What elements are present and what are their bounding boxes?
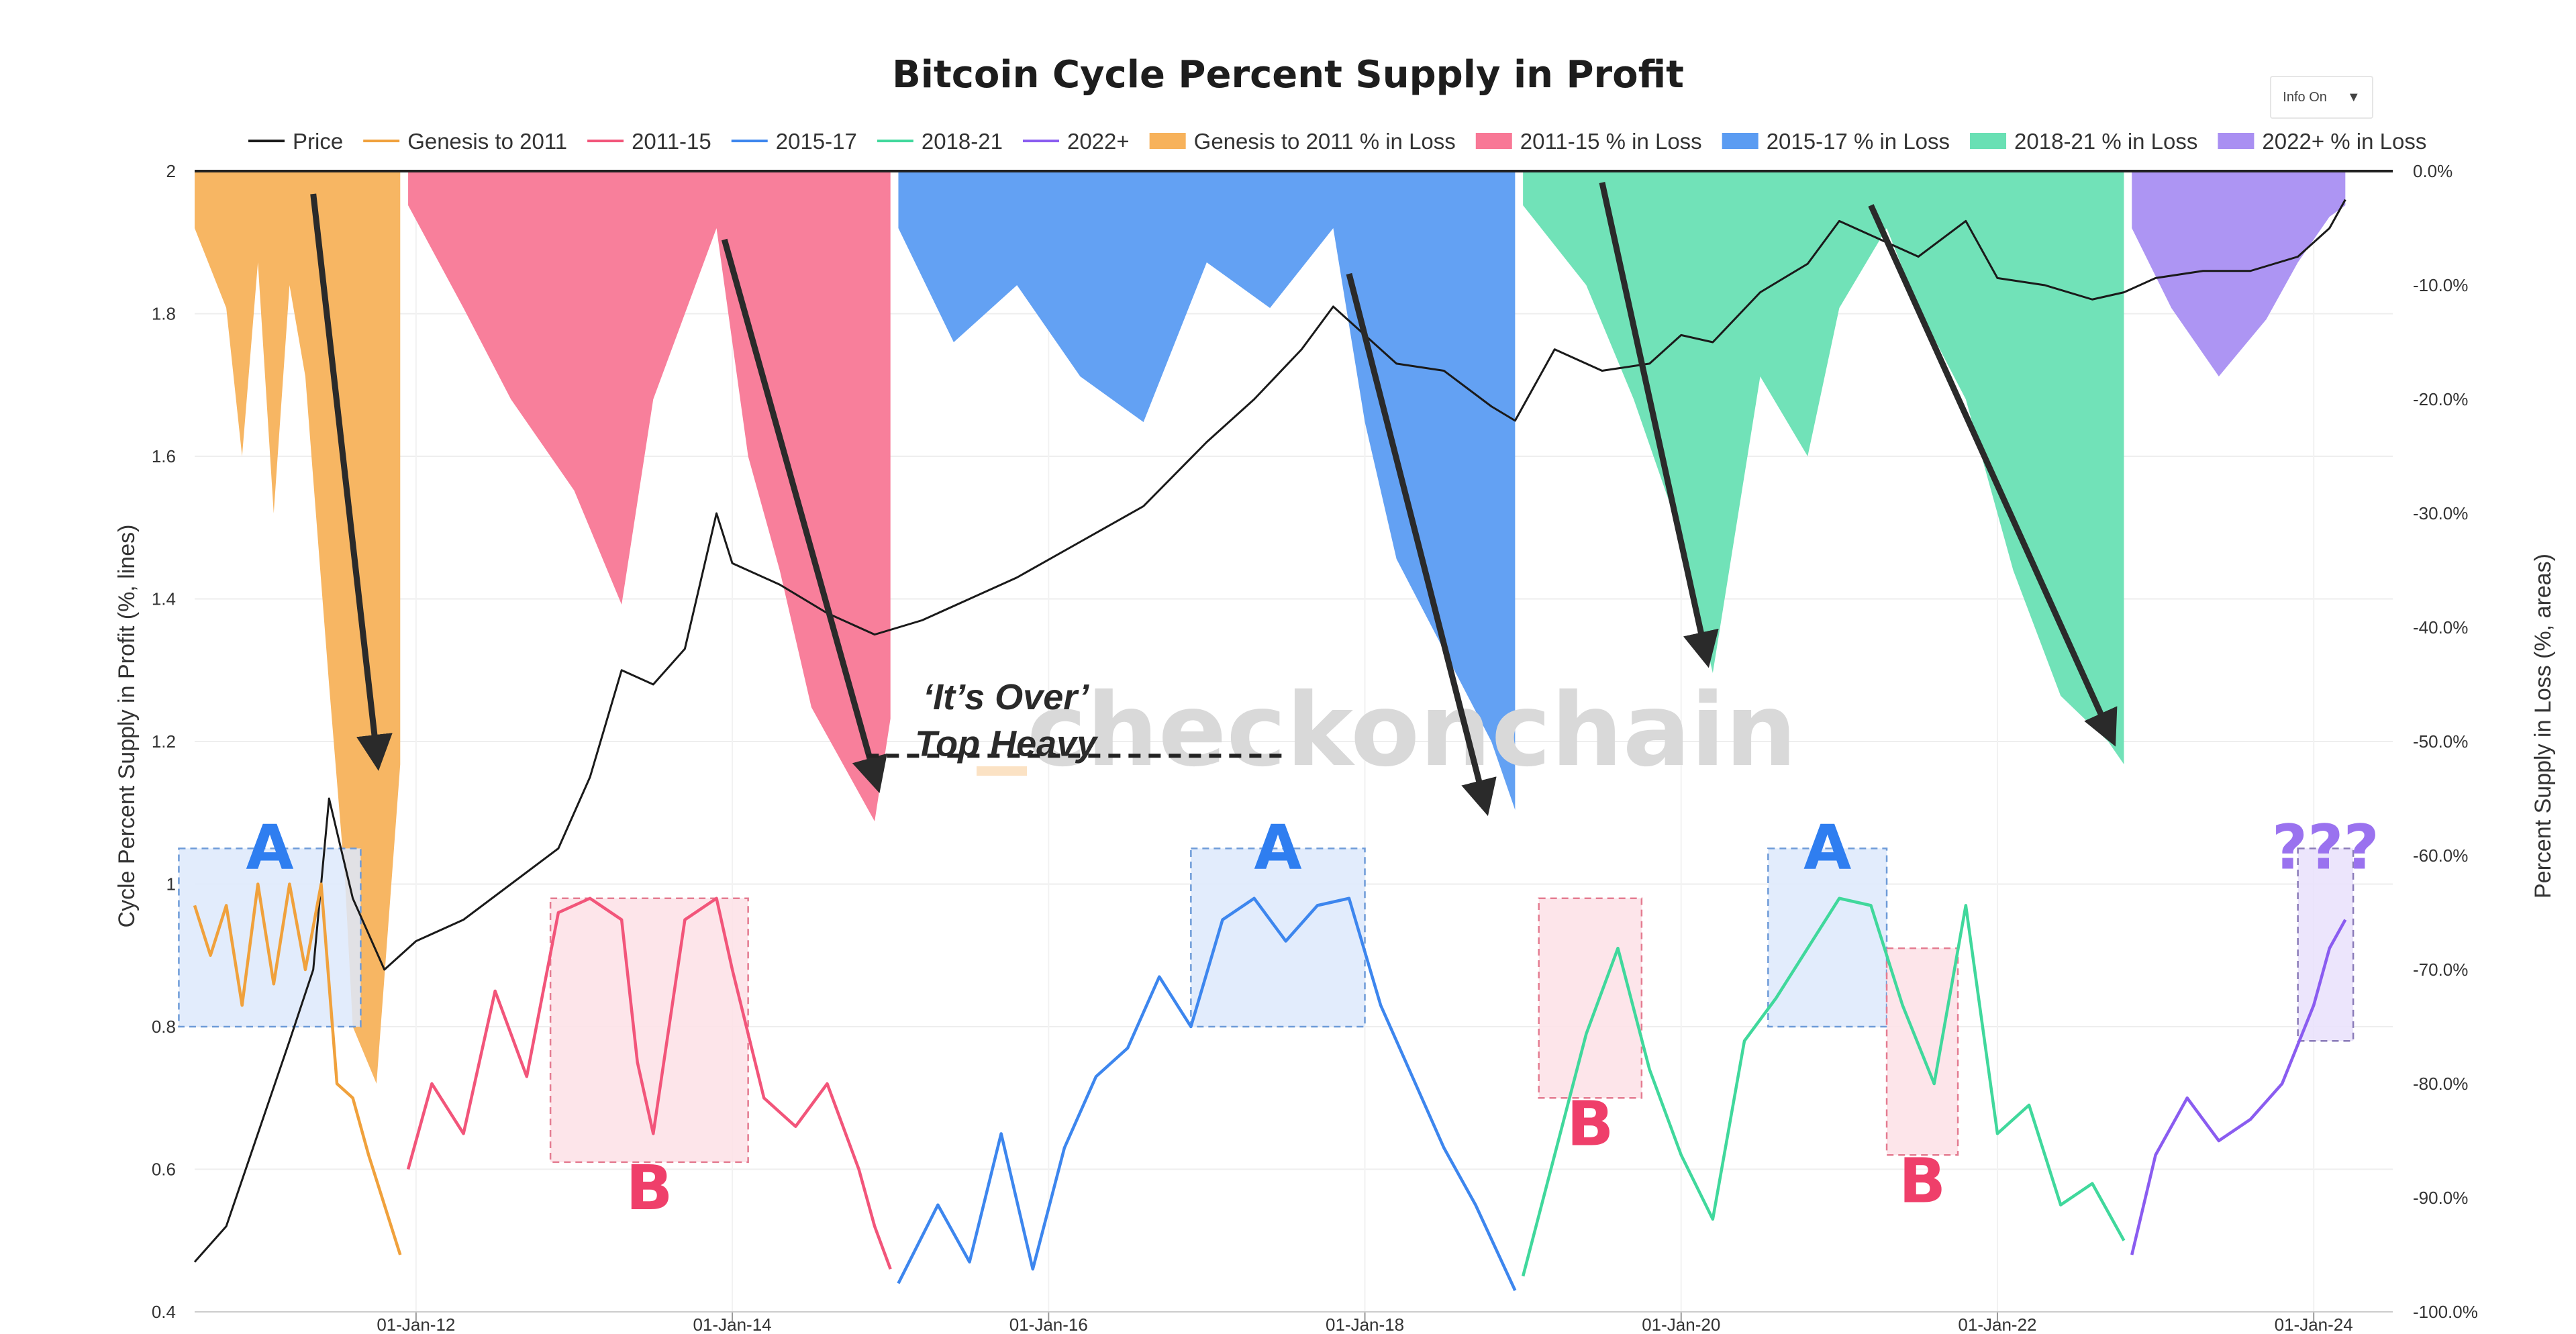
legend-item-2015-17-in-loss[interactable]: 2015-17 % in Loss (1722, 129, 1950, 154)
legend-item-genesis-to-2011-in-loss[interactable]: Genesis to 2011 % in Loss (1149, 129, 1456, 154)
legend-label: 2018-21 (922, 129, 1003, 154)
annotation-label-qqq: ??? (2272, 811, 2379, 883)
legend-item-2022-in-loss[interactable]: 2022+ % in Loss (2218, 129, 2426, 154)
legend-label: Genesis to 2011 (407, 129, 567, 154)
chart-title: Bitcoin Cycle Percent Supply in Profit (892, 53, 1684, 97)
annotation-arrows (310, 182, 2118, 817)
line-price (193, 199, 2346, 1263)
top-heavy-label: Top Heavy (915, 723, 1099, 764)
trend-arrow (1868, 204, 2118, 747)
y-right-tick-label: -30.0% (2413, 503, 2468, 523)
y-right-tick-label: -10.0% (2413, 275, 2468, 295)
y-axis-left-title: Cycle Percent Supply in Profit (%, lines… (114, 525, 140, 928)
legend: Price Genesis to 2011 2011-15 2015-17 2018-2… (248, 129, 2426, 154)
trend-arrow (721, 238, 887, 793)
y-right-tick-label: -60.0% (2413, 845, 2468, 866)
y-left-tick-label: 1.2 (152, 731, 176, 752)
annotation-box-b (549, 897, 749, 1164)
legend-label: 2018-21 % in Loss (2014, 129, 2197, 154)
x-tick-label: 01-Jan-18 (1326, 1315, 1404, 1334)
x-tick-label: 01-Jan-14 (693, 1315, 772, 1334)
y-right-tick-label: -90.0% (2413, 1188, 2468, 1208)
annotation-box-a (1190, 848, 1366, 1028)
legend-swatch (1475, 133, 1512, 149)
annotation-box-qqq (2297, 848, 2355, 1042)
y-left-tick-label: 1.4 (152, 589, 176, 609)
area-2018-21-in-loss (1523, 171, 2124, 764)
legend-label: 2011-15 (632, 129, 711, 154)
annotation-box-b (1538, 897, 1643, 1099)
annotation-box-a (1767, 848, 1888, 1028)
legend-item-2018-21-in-loss[interactable]: 2018-21 % in Loss (1970, 129, 2197, 154)
y-right-tick-label: -100.0% (2413, 1302, 2478, 1322)
line-genesis-to-2011 (193, 882, 402, 1255)
line-2015-17 (897, 896, 1517, 1292)
y-left-tick-label: 1.6 (152, 446, 176, 466)
line-2018-21 (1521, 896, 2126, 1277)
y-left-tick-label: 0.8 (152, 1017, 176, 1037)
legend-item-price[interactable]: Price (248, 129, 343, 154)
y-right-tick-label: -70.0% (2413, 960, 2468, 980)
caret-down-icon: ▼ (2346, 89, 2361, 105)
legend-item-2011-15-in-loss[interactable]: 2011-15 % in Loss (1475, 129, 1702, 154)
legend-label: Price (293, 129, 343, 154)
x-tick-label: 01-Jan-22 (1958, 1315, 2036, 1334)
x-tick-label: 01-Jan-20 (1642, 1315, 1720, 1334)
y-left-tick-label: 0.6 (152, 1160, 176, 1180)
legend-item-2015-17[interactable]: 2015-17 (731, 129, 857, 154)
area-2022-in-loss (2132, 171, 2346, 376)
legend-item-2022[interactable]: 2022+ (1022, 129, 1130, 154)
y-axis-right-title: Percent Supply in Loss (%, areas) (2530, 554, 2556, 899)
annotation-label-b: B (1899, 1145, 1946, 1217)
info-toggle-label: Info On (2283, 89, 2327, 105)
y-left-tick-label: 2 (166, 161, 176, 181)
legend-item-2011-15[interactable]: 2011-15 (587, 129, 711, 154)
trend-arrow (310, 193, 393, 771)
annotation-boxes: A B A B A B??? (178, 811, 2379, 1224)
y-left-tick-label: 1.8 (152, 304, 176, 324)
legend-swatch (1970, 133, 2007, 149)
info-toggle-dropdown[interactable]: Info On ▼ (2270, 76, 2373, 119)
x-tick-label: 01-Jan-24 (2275, 1315, 2353, 1334)
legend-label: 2015-17 % in Loss (1767, 129, 1950, 154)
series-lines (193, 199, 2347, 1292)
annotation-label-a: A (246, 811, 293, 883)
y-right-tick-label: -20.0% (2413, 389, 2468, 409)
legend-swatch (2218, 133, 2255, 149)
annotation-label-b: B (1567, 1088, 1614, 1160)
annotation-label-a: A (1803, 811, 1851, 883)
y-right-tick-label: 0.0% (2413, 161, 2453, 181)
legend-swatch (1149, 133, 1186, 149)
trend-arrow (1599, 182, 1719, 668)
legend-swatch (1722, 133, 1758, 149)
y-left-tick-label: 0.4 (152, 1302, 176, 1322)
legend-label: Genesis to 2011 % in Loss (1194, 129, 1456, 154)
trend-arrow (1346, 272, 1497, 817)
legend-item-2018-21[interactable]: 2018-21 (877, 129, 1003, 154)
y-left-tick-label: 1 (166, 874, 176, 894)
y-right-tick-label: -80.0% (2413, 1074, 2468, 1094)
line-2022 (2130, 919, 2347, 1255)
area-2011-15-in-loss (408, 171, 891, 821)
watermark-text: checkonchain (1027, 672, 1797, 789)
legend-label: 2011-15 % in Loss (1520, 129, 1702, 154)
x-tick-label: 01-Jan-16 (1009, 1315, 1088, 1334)
axes: 0.4 0.6 0.8 1 1.2 1.4 1.6 1.8 2 0.0% -10.0% -20.0% -… (152, 161, 2478, 1334)
y-right-tick-label: -40.0% (2413, 617, 2468, 637)
x-tick-label: 01-Jan-12 (377, 1315, 455, 1334)
annotation-label-b: B (626, 1152, 673, 1224)
its-over-label: ‘It’s Over’ (923, 677, 1089, 717)
annotation-label-a: A (1254, 811, 1301, 883)
legend-label: 2022+ (1067, 129, 1130, 154)
legend-label: 2022+ % in Loss (2262, 129, 2426, 154)
legend-item-genesis-to-2011[interactable]: Genesis to 2011 (363, 129, 567, 154)
line-2011-15 (406, 896, 892, 1270)
y-right-tick-label: -50.0% (2413, 731, 2468, 752)
legend-label: 2015-17 (776, 129, 857, 154)
watermark-logo-mark (977, 766, 1027, 776)
